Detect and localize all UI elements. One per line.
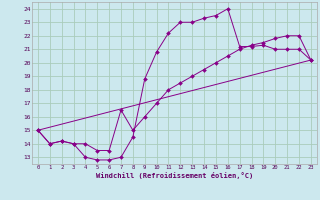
X-axis label: Windchill (Refroidissement éolien,°C): Windchill (Refroidissement éolien,°C) (96, 172, 253, 179)
